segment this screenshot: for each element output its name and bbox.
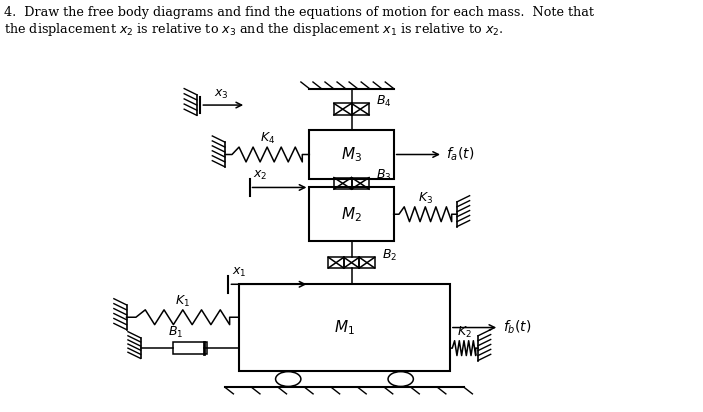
Text: $K_3$: $K_3$ bbox=[418, 191, 433, 206]
Text: $f_a(t)$: $f_a(t)$ bbox=[446, 146, 475, 163]
Text: $B_3$: $B_3$ bbox=[376, 168, 392, 183]
Text: $M_3$: $M_3$ bbox=[341, 145, 362, 164]
Bar bbox=[239, 284, 450, 371]
Bar bbox=[334, 178, 352, 189]
Text: $x_3$: $x_3$ bbox=[214, 88, 228, 101]
Text: $B_4$: $B_4$ bbox=[376, 94, 392, 109]
Bar bbox=[344, 257, 359, 268]
Text: $x_2$: $x_2$ bbox=[253, 169, 267, 183]
Text: $M_2$: $M_2$ bbox=[341, 205, 362, 224]
Text: $f_b(t)$: $f_b(t)$ bbox=[503, 319, 531, 336]
Bar bbox=[173, 342, 207, 354]
Text: $B_1$: $B_1$ bbox=[168, 325, 183, 340]
Text: $K_4$: $K_4$ bbox=[259, 131, 275, 146]
Text: 4.  Draw the free body diagrams and find the equations of motion for each mass. : 4. Draw the free body diagrams and find … bbox=[4, 6, 593, 19]
Text: $B_2$: $B_2$ bbox=[382, 248, 397, 262]
Bar bbox=[352, 103, 369, 115]
Bar bbox=[309, 130, 394, 179]
Bar bbox=[309, 187, 394, 241]
Text: $K_2$: $K_2$ bbox=[456, 325, 472, 340]
Bar bbox=[352, 178, 369, 189]
Bar bbox=[328, 257, 344, 268]
Text: $K_1$: $K_1$ bbox=[175, 294, 191, 309]
Text: the displacement $x_2$ is relative to $x_3$ and the displacement $x_1$ is relati: the displacement $x_2$ is relative to $x… bbox=[4, 21, 503, 37]
Text: $M_1$: $M_1$ bbox=[334, 318, 355, 337]
Bar bbox=[334, 103, 352, 115]
Bar bbox=[359, 257, 375, 268]
Text: $x_1$: $x_1$ bbox=[232, 266, 246, 279]
